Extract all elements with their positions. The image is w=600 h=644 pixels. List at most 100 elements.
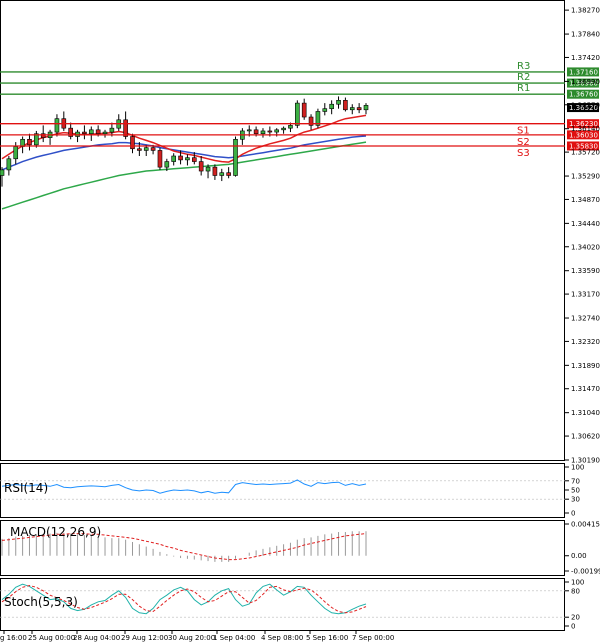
level-tag-s3 xyxy=(567,141,599,151)
level-tag-r2 xyxy=(567,78,599,88)
moving-average-green xyxy=(1,141,367,210)
candle-body xyxy=(226,172,231,176)
rsi-tick-label: 100 xyxy=(571,464,584,472)
price-tick-label: 1.31890 xyxy=(571,362,600,370)
time-tick-label: 1 Sep 04:00 xyxy=(213,634,255,642)
candle-body xyxy=(253,129,259,135)
level-name-s3: S3 xyxy=(517,148,530,159)
price-tick-label: 1.31040 xyxy=(571,409,600,417)
level-tag-label-s2: 1.36030 xyxy=(569,131,598,139)
candle-body xyxy=(349,107,355,111)
candle-body xyxy=(82,131,87,135)
candle-body xyxy=(34,133,39,146)
candle-body xyxy=(68,127,73,137)
macd-tick-label: 0.00 xyxy=(571,552,587,560)
time-tick-label: 7 Sep 00:00 xyxy=(352,634,394,642)
candle-body xyxy=(130,136,135,150)
level-tag-s1 xyxy=(567,119,599,129)
time-tick-label: 29 Aug 12:00 xyxy=(121,634,168,642)
price-tick-label: 1.30190 xyxy=(571,457,600,465)
stoch-tick-label: 20 xyxy=(571,614,580,622)
price-tick-label: 1.32740 xyxy=(571,315,600,323)
price-tick-label: 1.32320 xyxy=(571,338,600,346)
level-tag-label-r3: 1.37160 xyxy=(569,68,598,76)
price-tick-label: 1.34870 xyxy=(571,196,600,204)
candle-body xyxy=(198,161,204,172)
time-tick-label: 5 Sep 16:00 xyxy=(306,634,348,642)
time-tick-label: 25 Aug 00:00 xyxy=(28,634,75,642)
candle-body xyxy=(123,119,128,137)
macd-signal-line xyxy=(1,533,367,561)
price-tick-label: 1.33590 xyxy=(571,267,600,275)
candle-body xyxy=(315,111,321,126)
level-name-r2: R2 xyxy=(517,72,530,83)
candle-body xyxy=(288,125,293,129)
candle-body xyxy=(308,116,314,126)
stoch-tick-label: 0 xyxy=(571,623,575,631)
price-tick-label: 1.36140 xyxy=(571,125,600,133)
price-tick-label: 1.38270 xyxy=(571,7,600,15)
stoch-tick-label: 100 xyxy=(571,579,584,587)
candle-body xyxy=(27,138,32,146)
candle-body xyxy=(88,129,94,135)
rsi-title: RSI(14) xyxy=(4,481,48,495)
price-tick-label: 1.30620 xyxy=(571,433,600,441)
candle-body xyxy=(150,147,156,151)
level-tag-label-r1: 1.36760 xyxy=(569,91,598,99)
candle-body xyxy=(246,129,252,132)
price-tick-label: 1.34440 xyxy=(571,220,600,228)
current-price-tag xyxy=(567,103,599,113)
rsi-tick-label: 30 xyxy=(571,496,580,504)
moving-average-blue xyxy=(1,135,367,171)
candle-body xyxy=(329,103,334,109)
price-tick-label: 1.31470 xyxy=(571,385,600,393)
level-tag-r1 xyxy=(567,89,599,99)
candle-body xyxy=(356,107,362,111)
candle-body xyxy=(205,166,211,172)
level-tag-label-s1: 1.36230 xyxy=(569,120,598,128)
candle-body xyxy=(295,102,300,126)
macd-tick-label: -0.001995 xyxy=(571,568,600,576)
pane-frame-rsi xyxy=(0,463,565,518)
current-price-label: 1.36520 xyxy=(569,104,598,112)
candle-body xyxy=(137,148,142,151)
time-tick-label: 30 Aug 20:00 xyxy=(168,634,215,642)
candle-body xyxy=(6,158,12,171)
candle-body xyxy=(102,131,108,135)
candle-body xyxy=(343,100,348,111)
macd-tick-label: 0.004151 xyxy=(571,521,600,529)
time-tick-label: g 16:00 xyxy=(0,634,27,642)
price-tick-label: 1.35720 xyxy=(571,149,600,157)
candle-body xyxy=(109,127,115,133)
candle-body xyxy=(219,172,225,176)
rsi-line xyxy=(1,479,367,494)
rsi-tick-label: 70 xyxy=(571,477,580,485)
stoch-title: Stoch(5,5,3) xyxy=(4,595,78,609)
candle-body xyxy=(281,127,286,131)
candle-body xyxy=(322,108,328,112)
level-tag-s2 xyxy=(567,130,599,140)
time-tick-label: 4 Sep 08:00 xyxy=(261,634,303,642)
candle-body xyxy=(363,105,369,111)
candle-body xyxy=(212,166,218,176)
pane-frame-macd xyxy=(0,520,565,576)
price-tick-label: 1.34020 xyxy=(571,243,600,251)
level-name-r3: R3 xyxy=(517,61,530,72)
candle-body xyxy=(95,129,101,135)
candle-body xyxy=(336,100,341,105)
candle-body xyxy=(274,129,280,133)
candle-body xyxy=(178,155,183,161)
rsi-tick-label: 0 xyxy=(571,510,575,518)
macd-title: MACD(12,26,9) xyxy=(10,525,101,539)
candle-body xyxy=(0,169,5,176)
time-tick-label: 28 Aug 04:00 xyxy=(73,634,120,642)
candle-body xyxy=(143,147,149,151)
level-tag-label-s3: 1.35830 xyxy=(569,142,598,150)
moving-average-red xyxy=(1,114,367,163)
price-tick-label: 1.35290 xyxy=(571,173,600,181)
candle-body xyxy=(171,155,176,162)
candle-body xyxy=(192,157,197,162)
stoch-signal-line xyxy=(1,584,367,614)
pane-frame-stoch xyxy=(0,578,565,631)
